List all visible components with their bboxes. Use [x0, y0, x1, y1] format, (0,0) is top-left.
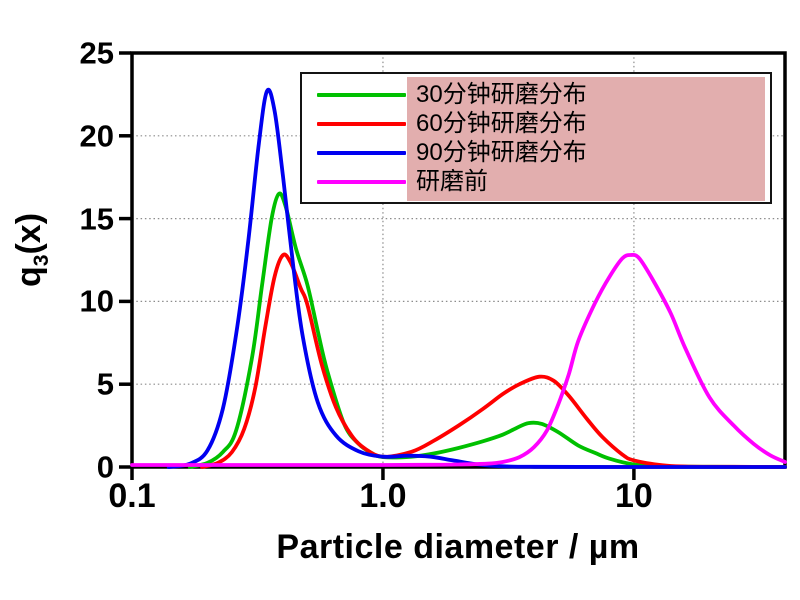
series-curve-1 — [200, 252, 787, 469]
y-tick-label: 15 — [79, 201, 114, 237]
x-tick-label: 10 — [614, 477, 653, 515]
legend: 30分钟研磨分布 60分钟研磨分布 90分钟研磨分布 研磨前 — [300, 72, 772, 204]
legend-label-60min: 60分钟研磨分布 — [416, 109, 587, 137]
y-tick-label: 10 — [79, 283, 114, 319]
legend-line-sample-60min — [317, 121, 406, 126]
legend-line-sample-30min — [317, 92, 406, 97]
legend-label-90min: 90分钟研磨分布 — [416, 138, 587, 166]
legend-rows: 30分钟研磨分布 60分钟研磨分布 90分钟研磨分布 研磨前 — [302, 74, 770, 202]
x-tick-label: 1.0 — [359, 477, 407, 515]
y-tick-label: 20 — [79, 118, 114, 154]
legend-line-sample-90min — [317, 150, 406, 155]
legend-label-before: 研磨前 — [416, 167, 488, 195]
series-curve-3 — [130, 252, 787, 467]
legend-row: 60分钟研磨分布 — [302, 109, 770, 138]
y-tick-label: 25 — [79, 35, 114, 71]
legend-row: 30分钟研磨分布 — [302, 80, 770, 109]
y-axis-title-sub: 3 — [29, 254, 53, 267]
x-axis-title: Particle diameter / µm — [276, 528, 640, 566]
y-tick-label: 5 — [96, 366, 114, 402]
x-tick-label: 0.1 — [108, 477, 156, 515]
y-axis-title-base: q — [10, 266, 49, 288]
series-curve-2 — [166, 87, 787, 469]
y-tick-label: 0 — [96, 449, 114, 485]
legend-line-sample-before — [317, 179, 406, 184]
legend-row: 研磨前 — [302, 167, 770, 196]
plot-frame — [130, 51, 787, 469]
legend-row: 90分钟研磨分布 — [302, 138, 770, 167]
series-curve-0 — [187, 191, 787, 469]
legend-highlight — [407, 77, 765, 201]
legend-label-30min: 30分钟研磨分布 — [416, 80, 587, 108]
